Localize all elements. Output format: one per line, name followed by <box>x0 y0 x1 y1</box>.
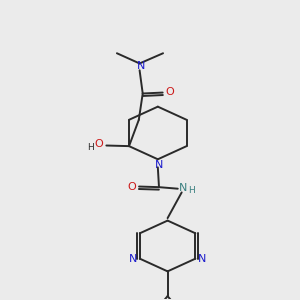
Text: N: N <box>155 160 163 170</box>
Text: O: O <box>128 182 136 191</box>
Text: N: N <box>198 254 206 264</box>
Text: N: N <box>129 254 137 264</box>
Text: O: O <box>165 87 174 97</box>
Text: H: H <box>87 143 94 152</box>
Text: H: H <box>188 186 194 195</box>
Text: N: N <box>136 61 145 71</box>
Text: O: O <box>94 139 103 149</box>
Text: N: N <box>179 183 188 193</box>
